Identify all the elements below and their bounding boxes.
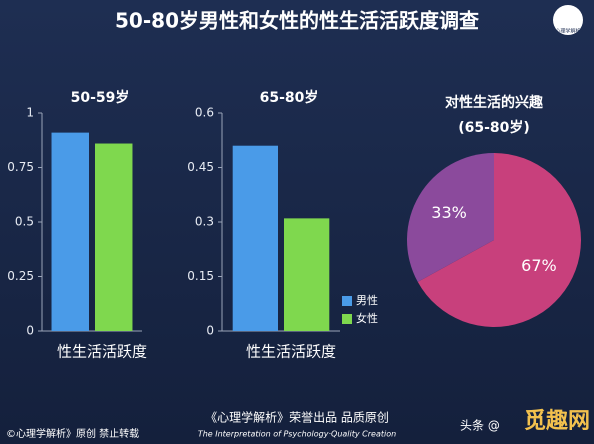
footer-source: 头条 @ bbox=[460, 419, 500, 433]
chart-title: 对性生活的兴趣 bbox=[445, 94, 544, 111]
bar bbox=[95, 143, 133, 331]
page-title: 50-80岁男性和女性的性生活活跃度调查 bbox=[115, 9, 479, 33]
footer-copyright: ©心理学解析》原创 禁止转载 bbox=[6, 427, 139, 440]
y-tick-label: 0.45 bbox=[187, 160, 214, 174]
y-tick-label: 0.75 bbox=[7, 160, 34, 174]
watermark: 觅趣网 bbox=[524, 408, 590, 434]
footer-tagline: The Interpretation of Psychology·Quality… bbox=[198, 430, 396, 439]
pie-label: 33% bbox=[431, 203, 467, 222]
logo-text: 心理学解析 bbox=[555, 28, 580, 35]
pie-slice bbox=[407, 153, 494, 282]
bar bbox=[232, 145, 278, 331]
legend-label: 男性 bbox=[356, 293, 378, 307]
pie-slice bbox=[417, 153, 582, 327]
x-axis-label: 性生活活跃度 bbox=[57, 343, 147, 361]
y-tick-label: 0.15 bbox=[187, 269, 214, 283]
pie-label: 67% bbox=[521, 256, 557, 275]
legend-swatch bbox=[342, 296, 352, 306]
y-tick-label: 0.3 bbox=[195, 215, 214, 229]
y-tick-label: 0 bbox=[206, 324, 214, 338]
y-tick-label: 0.25 bbox=[7, 269, 34, 283]
chart-subtitle: (65-80岁) bbox=[458, 119, 530, 136]
legend-swatch bbox=[342, 314, 352, 324]
x-axis-label: 性生活活跃度 bbox=[246, 343, 336, 361]
bar bbox=[284, 218, 330, 331]
bar bbox=[51, 132, 89, 331]
logo bbox=[553, 5, 583, 35]
chart-title: 50-59岁 bbox=[71, 89, 130, 106]
y-tick-label: 0 bbox=[26, 324, 34, 338]
footer-brand: 《心理学解析》荣誉出品 品质原创 bbox=[205, 410, 389, 425]
y-tick-label: 1 bbox=[26, 106, 34, 120]
y-tick-label: 0.5 bbox=[15, 215, 34, 229]
legend-label: 女性 bbox=[356, 311, 378, 325]
chart-title: 65-80岁 bbox=[260, 89, 319, 106]
y-tick-label: 0.6 bbox=[195, 106, 214, 120]
